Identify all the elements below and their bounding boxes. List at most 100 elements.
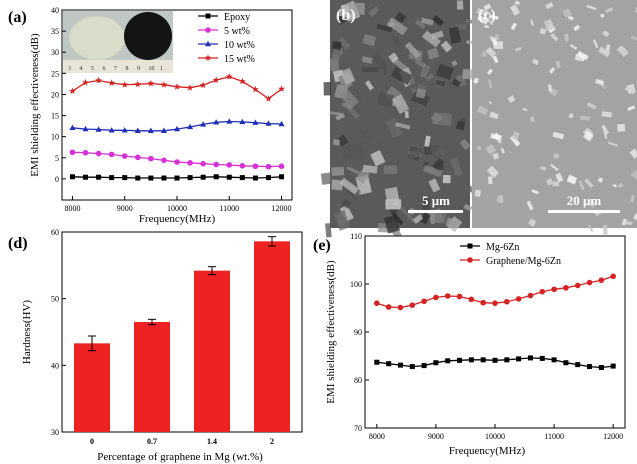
- sem-c-particle: [602, 30, 610, 38]
- sem-b-particle: [338, 37, 351, 50]
- data-point: [265, 163, 272, 170]
- sem-c-particle: [528, 218, 537, 227]
- data-point: [225, 73, 233, 80]
- x-tick-label: 10000: [485, 432, 505, 441]
- ruler-number: 4: [80, 66, 83, 72]
- data-point: [515, 296, 522, 302]
- data-point: [213, 161, 220, 168]
- x-tick-label: 1.4: [207, 437, 217, 446]
- data-point: [160, 81, 168, 88]
- sem-c-particle: [555, 172, 564, 183]
- sem-c-particle: [600, 14, 604, 18]
- data-point: [82, 79, 89, 86]
- data-point: [199, 81, 207, 89]
- data-point: [492, 300, 498, 307]
- data-point: [374, 359, 380, 365]
- data-point: [174, 159, 180, 165]
- sem-b-particle: [435, 80, 446, 87]
- y-tick-label: 20: [51, 90, 59, 99]
- bar: [254, 241, 290, 432]
- sem-c-particle: [625, 221, 633, 225]
- sem-c-particle: [492, 55, 499, 64]
- sem-b-particle: [442, 175, 451, 184]
- sem-c-particle: [552, 131, 565, 140]
- sem-b-particle: [399, 206, 415, 223]
- data-point: [161, 157, 167, 164]
- sem-c-particle: [587, 224, 594, 233]
- sem-c-particle: [633, 213, 637, 222]
- data-point: [527, 292, 534, 299]
- data-point: [516, 356, 522, 362]
- sem-b-particle: [440, 40, 453, 53]
- y-tick-label: 40: [51, 361, 59, 370]
- panel-e-plot-frame: [364, 235, 626, 429]
- sem-c-particle: [621, 218, 628, 226]
- data-point: [527, 355, 533, 361]
- data-point: [445, 358, 451, 364]
- y-tick-label: 100: [350, 280, 362, 289]
- sem-b-particle: [448, 26, 462, 44]
- panel-d-xlabel: Percentage of graphene in Mg (wt.%): [97, 451, 263, 463]
- legend-marker: [204, 54, 212, 61]
- data-point: [134, 154, 141, 161]
- sem-c-particle: [514, 46, 522, 52]
- data-point: [265, 95, 272, 102]
- sem-b-particle: [420, 17, 434, 26]
- data-point: [397, 362, 403, 368]
- legend-marker: [205, 40, 211, 47]
- sem-c-particle: [568, 112, 575, 119]
- sem-b-particle: [331, 166, 345, 176]
- sem-c-particle: [584, 178, 594, 189]
- sem-b-particle: [391, 211, 404, 226]
- sem-b-particle: [394, 11, 407, 24]
- panel-e-ylabel: EMI shielding effectiveness(dB): [325, 260, 337, 404]
- sem-b-particle: [451, 60, 458, 67]
- ruler-number: 5: [91, 66, 94, 72]
- sem-c-particle: [543, 18, 555, 32]
- data-point: [148, 175, 154, 181]
- data-point: [186, 84, 194, 91]
- data-point: [109, 175, 115, 181]
- panel-c-label: (c): [478, 7, 496, 24]
- sem-b-particle: [384, 186, 400, 203]
- sem-c-particle: [526, 200, 534, 211]
- panel-e-xlabel: Frequency(MHz): [449, 445, 526, 457]
- data-point: [121, 153, 128, 159]
- sem-b-particle: [412, 214, 424, 224]
- sem-b-particle: [341, 102, 353, 110]
- sem-c-particle: [530, 19, 534, 26]
- data-point: [95, 76, 102, 84]
- sem-c-particle: [586, 4, 597, 11]
- data-point: [160, 127, 167, 133]
- series-10 wt%: [69, 118, 285, 133]
- sem-b-particle: [450, 157, 463, 177]
- data-point: [610, 273, 616, 280]
- data-point: [174, 175, 180, 181]
- data-point: [278, 120, 285, 127]
- y-tick-label: 60: [51, 228, 59, 237]
- data-point: [96, 174, 102, 180]
- sem-c-particle: [483, 3, 492, 11]
- data-point: [385, 304, 392, 310]
- sem-c-particle: [476, 105, 489, 116]
- sem-b-particle: [331, 179, 344, 191]
- data-point: [252, 119, 259, 125]
- y-tick-label: 50: [51, 295, 59, 304]
- x-tick-label: 10000: [167, 204, 187, 213]
- sem-b-particle: [330, 48, 342, 63]
- sem-c-particle: [572, 24, 581, 32]
- data-point: [397, 304, 404, 311]
- sem-b-particle: [422, 164, 443, 178]
- panel-e-label: (e): [313, 237, 331, 254]
- y-tick-label: 80: [354, 376, 362, 385]
- legend-label: 5 wt%: [224, 26, 250, 37]
- data-point: [69, 149, 76, 156]
- sem-c-particle: [488, 14, 499, 20]
- data-point: [226, 118, 233, 124]
- data-point: [239, 118, 246, 125]
- y-tick-label: 30: [51, 428, 59, 437]
- sem-b-scale-bar: [408, 210, 463, 213]
- panel-b-sem-image: (b) 5 μm: [320, 0, 484, 240]
- y-tick-label: 5: [55, 154, 59, 163]
- sem-c-particle: [605, 44, 611, 52]
